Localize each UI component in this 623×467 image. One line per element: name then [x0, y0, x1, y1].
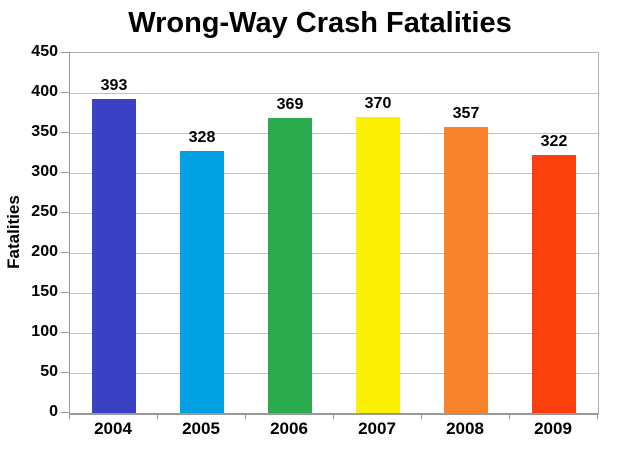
x-tick-label-2006: 2006: [270, 419, 308, 438]
x-tick-mark: [333, 414, 334, 419]
y-tick-mark-100: [61, 332, 69, 333]
y-tick-label-400: 400: [31, 83, 58, 100]
x-tick-label-2009: 2009: [534, 419, 572, 438]
y-tick-label-200: 200: [31, 243, 58, 260]
gridline-150: [70, 293, 598, 294]
x-tick-mark: [245, 414, 246, 419]
y-tick-mark-400: [61, 92, 69, 93]
y-tick-mark-0: [61, 412, 69, 413]
bar-value-label-2004: 393: [100, 76, 128, 94]
x-tick-label-2008: 2008: [446, 419, 484, 438]
bar-2008: [444, 127, 488, 413]
bar-2004: [92, 98, 136, 413]
gridline-100: [70, 333, 598, 334]
y-tick-label-450: 450: [31, 43, 58, 60]
bar-value-label-2007: 370: [364, 95, 392, 112]
bar-value-label-2006: 369: [276, 95, 304, 113]
y-tick-mark-150: [61, 292, 69, 293]
x-tick-label-2007: 2007: [358, 419, 396, 438]
bar-value-label-2008: 357: [452, 105, 480, 123]
y-tick-label-350: 350: [31, 123, 58, 140]
y-tick-label-50: 50: [40, 363, 58, 380]
y-tick-mark-350: [61, 132, 69, 133]
bar-2006: [268, 117, 312, 413]
x-tick-mark: [421, 414, 422, 419]
y-tick-mark-450: [61, 52, 69, 53]
x-tick-label-2005: 2005: [182, 419, 220, 438]
gridline-300: [70, 173, 598, 174]
x-tick-mark: [157, 414, 158, 419]
bar-2005: [180, 150, 224, 413]
x-tick-mark: [69, 414, 70, 419]
bar-value-label-2005: 328: [188, 128, 216, 146]
y-tick-mark-200: [61, 252, 69, 253]
bar-2007: [356, 117, 400, 413]
y-tick-label-150: 150: [31, 283, 58, 300]
plot-area: 393 328 369 370 357 322: [69, 52, 599, 415]
gridline-200: [70, 253, 598, 254]
y-tick-mark-250: [61, 212, 69, 213]
gridline-350: [70, 133, 598, 134]
y-tick-label-300: 300: [31, 163, 58, 180]
x-tick-mark: [509, 414, 510, 419]
y-tick-mark-300: [61, 172, 69, 173]
y-tick-label-0: 0: [49, 403, 58, 420]
y-tick-label-100: 100: [31, 323, 58, 340]
gridline-400: [70, 93, 598, 94]
y-tick-mark-50: [61, 372, 69, 373]
chart-title: Wrong-Way Crash Fatalities: [128, 7, 512, 39]
x-tick-label-2004: 2004: [94, 419, 132, 438]
bar-2009: [532, 155, 576, 413]
bar-value-label-2009: 322: [540, 133, 568, 151]
x-tick-mark: [597, 414, 598, 419]
gridline-250: [70, 213, 598, 214]
y-tick-label-250: 250: [31, 203, 58, 220]
gridline-50: [70, 373, 598, 374]
